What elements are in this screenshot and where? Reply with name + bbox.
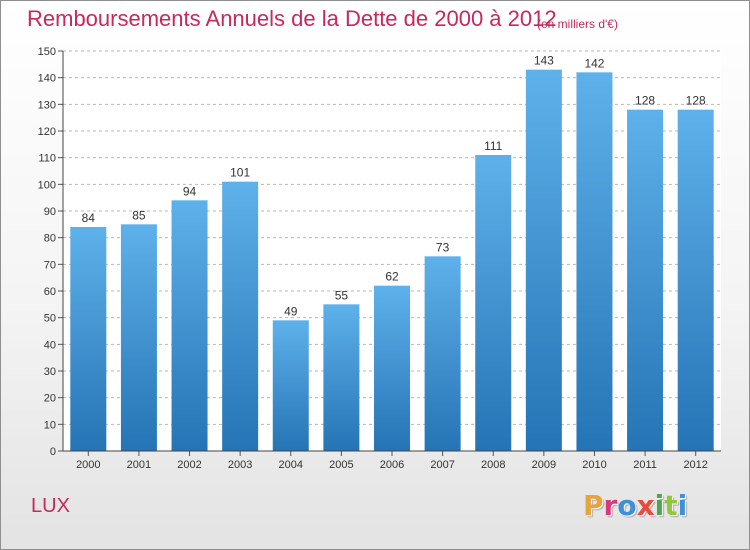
bar-value-label: 128 xyxy=(686,94,706,108)
y-tick-label: 40 xyxy=(44,339,56,351)
logo-letter: t xyxy=(664,489,678,522)
x-tick-label: 2005 xyxy=(329,459,353,471)
y-tick-label: 100 xyxy=(38,179,56,191)
bar-value-label: 55 xyxy=(335,288,349,302)
chart-title: Remboursements Annuels de la Dette de 20… xyxy=(27,6,557,31)
bar-2006 xyxy=(374,285,410,451)
x-tick-label: 2007 xyxy=(430,459,454,471)
logo-letter: i xyxy=(654,489,665,522)
x-tick-label: 2006 xyxy=(380,459,404,471)
bar-2011 xyxy=(627,109,664,452)
y-tick-label: 10 xyxy=(44,419,56,431)
bar-2008 xyxy=(475,155,512,451)
y-tick-label: 50 xyxy=(44,313,56,325)
bar-value-label: 73 xyxy=(436,240,450,254)
x-tick-label: 2000 xyxy=(76,459,100,471)
bar-value-label: 142 xyxy=(584,56,604,70)
bar-value-label: 111 xyxy=(484,139,503,153)
logo-letter: r xyxy=(603,489,618,522)
y-tick-label: 140 xyxy=(38,73,56,85)
bar-2009 xyxy=(525,69,562,452)
bar-value-label: 143 xyxy=(534,54,554,68)
y-tick-label: 0 xyxy=(50,446,56,458)
bar-2002 xyxy=(171,200,208,451)
y-tick-label: 120 xyxy=(38,126,56,138)
y-tick-label: 110 xyxy=(38,153,56,165)
x-tick-label: 2004 xyxy=(279,459,303,471)
bar-value-label: 94 xyxy=(183,184,197,198)
chart-unit: (en milliers d'€) xyxy=(537,17,618,31)
proxiti-logo: Proxiti xyxy=(583,489,687,522)
x-tick-label: 2008 xyxy=(481,459,505,471)
y-tick-label: 60 xyxy=(44,286,56,298)
x-tick-label: 2010 xyxy=(582,459,606,471)
commune-name: LUX xyxy=(31,495,70,517)
bar-value-label: 49 xyxy=(284,304,298,318)
y-tick-label: 90 xyxy=(44,206,56,218)
bar-value-label: 84 xyxy=(82,211,96,225)
x-tick-label: 2009 xyxy=(532,459,556,471)
bar-value-label: 62 xyxy=(385,270,399,284)
bar-2004 xyxy=(272,320,309,451)
bar-2007 xyxy=(424,256,461,451)
bar-2010 xyxy=(576,72,613,451)
y-tick-label: 70 xyxy=(44,259,56,271)
bar-2005 xyxy=(323,304,360,451)
y-tick-label: 150 xyxy=(38,46,56,58)
y-tick-label: 20 xyxy=(44,393,56,405)
bar-2003 xyxy=(222,181,259,451)
bar-2001 xyxy=(120,224,157,451)
bar-value-label: 101 xyxy=(230,166,250,180)
y-tick-label: 80 xyxy=(44,233,56,245)
y-tick-label: 30 xyxy=(44,366,56,378)
logo-letter: o xyxy=(617,489,637,522)
bar-value-label: 85 xyxy=(132,208,146,222)
x-tick-label: 2002 xyxy=(177,459,201,471)
x-tick-label: 2001 xyxy=(127,459,151,471)
x-tick-label: 2011 xyxy=(633,459,657,471)
x-tick-label: 2003 xyxy=(228,459,252,471)
logo-letter: x xyxy=(636,489,655,522)
bar-2000 xyxy=(70,227,107,451)
bar-2012 xyxy=(677,109,714,452)
y-tick-label: 130 xyxy=(38,99,56,111)
logo-letter: i xyxy=(677,489,688,522)
logo-letter: P xyxy=(583,489,604,522)
x-tick-label: 2012 xyxy=(683,459,707,471)
bar-value-label: 128 xyxy=(635,94,655,108)
